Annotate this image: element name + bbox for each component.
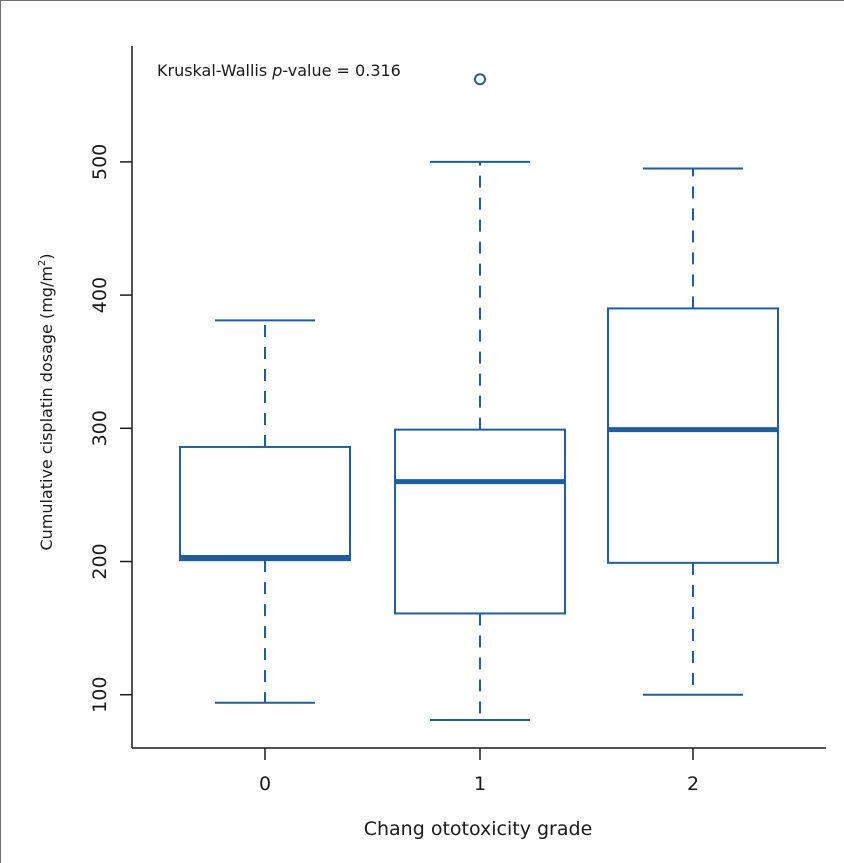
x-tick-label: 1 [474, 773, 486, 795]
iqr-box [394, 428, 566, 615]
annotation-suffix: -value = 0.316 [282, 61, 400, 80]
outlier-point [474, 73, 486, 86]
boxes [179, 73, 779, 722]
iqr-box [179, 445, 351, 562]
x-tick-label: 0 [259, 773, 271, 795]
annotation-italic: p [271, 61, 282, 80]
x-tick-label: 2 [687, 773, 699, 795]
y-tick-label: 500 [89, 144, 111, 180]
box-group-0 [179, 319, 351, 704]
y-tick-label: 100 [89, 677, 111, 713]
x-axis-title: Chang ototoxicity grade [364, 818, 593, 840]
axes: 100 200 300 400 500 0 1 2 [89, 46, 826, 795]
y-axis-title: Cumulative cisplatin dosage (mg/m2) [37, 253, 56, 550]
box-group-2 [607, 167, 779, 696]
annotation-prefix: Kruskal-Wallis [157, 61, 272, 80]
kruskal-wallis-annotation: Kruskal-Wallis p-value = 0.316 [157, 61, 401, 80]
y-axis-title-main: Cumulative cisplatin dosage (mg/m [37, 266, 56, 550]
y-tick-label: 400 [89, 277, 111, 313]
iqr-box [607, 307, 779, 564]
y-tick-label: 300 [89, 410, 111, 446]
x-axis-ticks: 0 1 2 [259, 748, 699, 795]
y-axis-ticks: 100 200 300 400 500 [89, 144, 132, 713]
y-tick-label: 200 [89, 543, 111, 579]
y-axis-title-superscript: 2 [37, 260, 48, 266]
box-group-1 [394, 73, 566, 722]
y-axis-title-close: ) [37, 253, 56, 259]
